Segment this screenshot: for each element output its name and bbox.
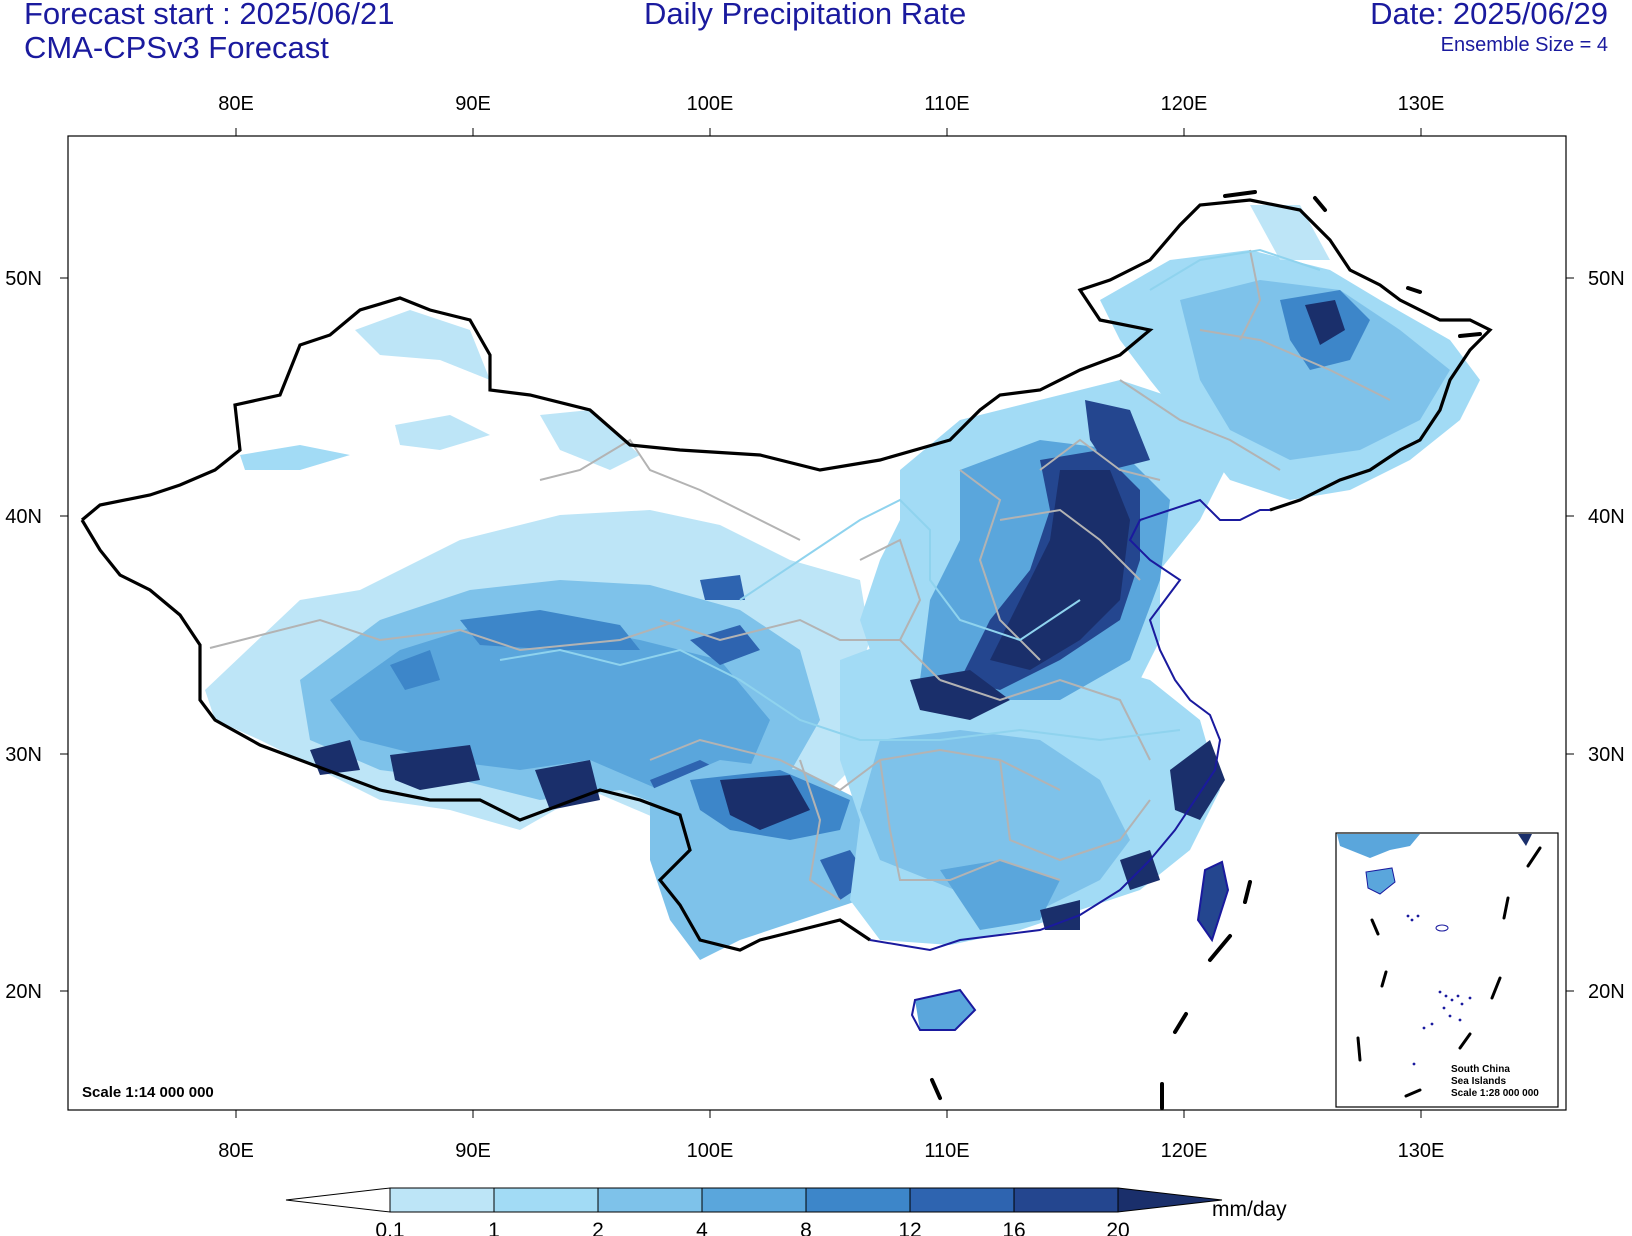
colorbar-bin — [389, 1187, 495, 1213]
dashed-boundary — [930, 190, 1482, 1110]
colorbar-tick-label: 0.1 — [375, 1219, 404, 1236]
scale-label: Scale 1:14 000 000 — [82, 1084, 214, 1101]
colorbar-tick-label: 20 — [1106, 1219, 1129, 1236]
map-frame — [67, 135, 1567, 1111]
lon-label-bottom: 120E — [1161, 1140, 1208, 1162]
lon-label-top: 80E — [218, 93, 254, 115]
lat-label-left: 50N — [5, 268, 42, 290]
map-title: Daily Precipitation Rate — [644, 0, 967, 31]
inset-title-line2: Sea Islands — [1451, 1076, 1506, 1087]
lon-label-top: 100E — [687, 93, 734, 115]
province-boundaries — [209, 249, 1391, 901]
model-label: CMA-CPSv3 Forecast — [24, 30, 329, 65]
national-border — [80, 198, 1493, 952]
colorbar: 0.1 1 2 4 8 12 16 20 — [285, 1187, 1223, 1236]
lon-label-top: 130E — [1398, 93, 1445, 115]
lat-label-right: 40N — [1588, 506, 1625, 528]
rivers — [499, 248, 1321, 742]
colorbar-tick-label: 1 — [488, 1219, 500, 1236]
precipitation-field — [205, 205, 1480, 1030]
date-label: Date: 2025/06/29 — [1370, 0, 1608, 31]
colorbar-tick-label: 2 — [592, 1219, 604, 1236]
colorbar-bin — [1013, 1187, 1119, 1213]
lat-label-left: 40N — [5, 506, 42, 528]
lat-label-left: 20N — [5, 981, 42, 1003]
lat-label-right: 50N — [1588, 268, 1625, 290]
colorbar-under-arrow — [285, 1187, 391, 1213]
lon-label-top: 110E — [924, 93, 969, 115]
colorbar-bin — [597, 1187, 703, 1213]
lon-label-bottom: 80E — [218, 1140, 254, 1162]
axis-ticks — [60, 128, 1574, 1118]
inset-map: South China Sea Islands Scale 1:28 000 0… — [1335, 832, 1559, 1108]
inset-scale-label: Scale 1:28 000 000 — [1451, 1088, 1539, 1099]
lon-label-bottom: 90E — [455, 1140, 491, 1162]
lat-label-left: 30N — [5, 744, 42, 766]
colorbar-bin — [493, 1187, 599, 1213]
lon-label-bottom: 110E — [924, 1140, 969, 1162]
colorbar-bin — [701, 1187, 807, 1213]
colorbar-tick-label: 16 — [1002, 1219, 1025, 1236]
lon-label-bottom: 100E — [687, 1140, 734, 1162]
lat-label-right: 20N — [1588, 981, 1625, 1003]
colorbar-over-arrow — [1117, 1187, 1223, 1213]
inset-title-line1: South China — [1451, 1064, 1510, 1075]
colorbar-tick-label: 8 — [800, 1219, 812, 1236]
forecast-start-label: Forecast start : 2025/06/21 — [24, 0, 395, 31]
ensemble-size-label: Ensemble Size = 4 — [1440, 34, 1608, 56]
colorbar-tick-label: 12 — [898, 1219, 921, 1236]
colorbar-bin — [805, 1187, 911, 1213]
colorbar-unit: mm/day — [1212, 1198, 1287, 1221]
colorbar-tick-label: 4 — [696, 1219, 708, 1236]
lon-label-top: 120E — [1161, 93, 1208, 115]
lon-label-bottom: 130E — [1398, 1140, 1445, 1162]
lat-label-right: 30N — [1588, 744, 1625, 766]
coastline — [869, 498, 1270, 1031]
colorbar-bin — [909, 1187, 1015, 1213]
lon-label-top: 90E — [455, 93, 491, 115]
